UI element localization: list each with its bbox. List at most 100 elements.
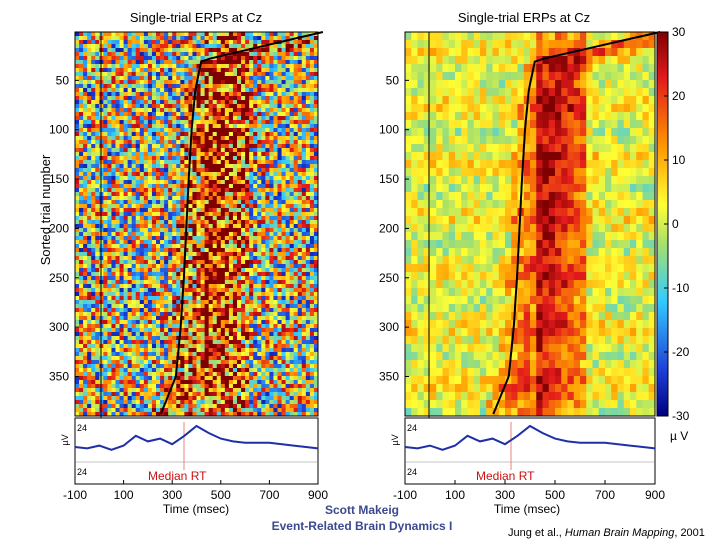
heatmap-cell [281, 196, 287, 201]
heatmap-cell [200, 300, 206, 305]
heatmap-cell [297, 288, 303, 293]
heatmap-cell [119, 308, 125, 313]
heatmap-cell [168, 288, 173, 293]
heatmap-cell [232, 292, 238, 297]
heatmap-cell [289, 80, 295, 85]
heatmap-cell [237, 308, 242, 313]
heatmap-cell [176, 228, 181, 233]
heatmap-cell [160, 248, 165, 253]
heatmap-cell [220, 92, 226, 97]
heatmap-cell [309, 48, 315, 53]
heatmap-cell [220, 112, 226, 117]
heatmap-cell [289, 160, 295, 165]
heatmap-cell [131, 128, 137, 133]
heatmap-cell [172, 120, 177, 125]
heatmap-cell [196, 352, 202, 357]
heatmap-cell [253, 308, 258, 313]
heatmap-cell [293, 256, 299, 261]
heatmap-cell [305, 276, 311, 281]
heatmap-cell [103, 76, 108, 81]
heatmap-cell [293, 136, 299, 141]
heatmap-cell [261, 40, 266, 45]
heatmap-cell [164, 120, 169, 125]
heatmap-cell [115, 240, 121, 245]
heatmap-cell [172, 136, 177, 141]
heatmap-cell [119, 360, 125, 365]
heatmap-cell [99, 120, 104, 125]
heatmap-cell [147, 252, 153, 257]
heatmap-cell [139, 128, 145, 133]
heatmap-cell [87, 224, 92, 229]
heatmap-cell [111, 36, 117, 41]
heatmap-cell [196, 88, 202, 93]
heatmap-cell [200, 272, 206, 277]
heatmap-cell [208, 100, 214, 105]
heatmap-cell [147, 76, 153, 81]
heatmap-cell [151, 44, 157, 49]
heatmap-cell [107, 352, 113, 357]
heatmap-cell [249, 96, 254, 101]
heatmap-cell [103, 60, 108, 65]
heatmap-cell [237, 188, 242, 193]
heatmap-cell [192, 188, 198, 193]
heatmap-cell [188, 200, 194, 205]
heatmap-cell [135, 288, 141, 293]
heatmap-cell [127, 208, 133, 213]
heatmap-cell [172, 64, 177, 69]
heatmap-cell [241, 232, 246, 237]
heatmap-cell [228, 248, 234, 253]
heatmap-cell [220, 324, 226, 329]
heatmap-cell [237, 296, 242, 301]
heatmap-cell [87, 88, 92, 93]
heatmap-cell [99, 52, 104, 57]
heatmap-cell [309, 292, 315, 297]
heatmap-cell [172, 196, 177, 201]
heatmap-cell [241, 108, 246, 113]
heatmap-cell [289, 308, 295, 313]
heatmap-cell [83, 312, 88, 317]
heatmap-cell [289, 220, 295, 225]
heatmap-cell [212, 44, 218, 49]
heatmap-cell [135, 172, 141, 177]
heatmap-cell [220, 64, 226, 69]
heatmap-cell [123, 364, 129, 369]
heatmap-cell [245, 148, 250, 153]
heatmap-cell [151, 236, 157, 241]
heatmap-cell [204, 236, 210, 241]
heatmap-cell [143, 252, 149, 257]
heatmap-cell [127, 352, 133, 357]
heatmap-cell [131, 136, 137, 141]
heatmap-cell [127, 80, 133, 85]
heatmap-cell [309, 76, 315, 81]
heatmap-cell [253, 132, 258, 137]
heatmap-cell [91, 352, 96, 357]
heatmap-cell [232, 136, 238, 141]
heatmap-cell [305, 324, 311, 329]
heatmap-cell [123, 332, 129, 337]
heatmap-cell [91, 264, 96, 269]
heatmap-cell [83, 324, 88, 329]
heatmap-cell [269, 108, 275, 113]
heatmap-cell [180, 200, 185, 205]
heatmap-cell [103, 272, 108, 277]
heatmap-cell [305, 144, 311, 149]
heatmap-cell [91, 188, 96, 193]
heatmap-cell [289, 64, 295, 69]
heatmap-cell [192, 308, 198, 313]
heatmap-cell [115, 200, 121, 205]
heatmap-cell [265, 288, 270, 293]
heatmap-cell [147, 148, 153, 153]
heatmap-cell [208, 240, 214, 245]
heatmap-cell [237, 260, 242, 265]
heatmap-cell [305, 104, 311, 109]
heatmap-cell [119, 76, 125, 81]
heatmap-cell [293, 224, 299, 229]
heatmap-cell [156, 356, 161, 361]
heatmap-cell [232, 236, 238, 241]
heatmap-cell [293, 60, 299, 65]
heatmap-cell [249, 32, 254, 37]
heatmap-cell [228, 268, 234, 273]
heatmap-cell [176, 152, 181, 157]
heatmap-cell [95, 204, 100, 209]
heatmap-cell [237, 200, 242, 205]
